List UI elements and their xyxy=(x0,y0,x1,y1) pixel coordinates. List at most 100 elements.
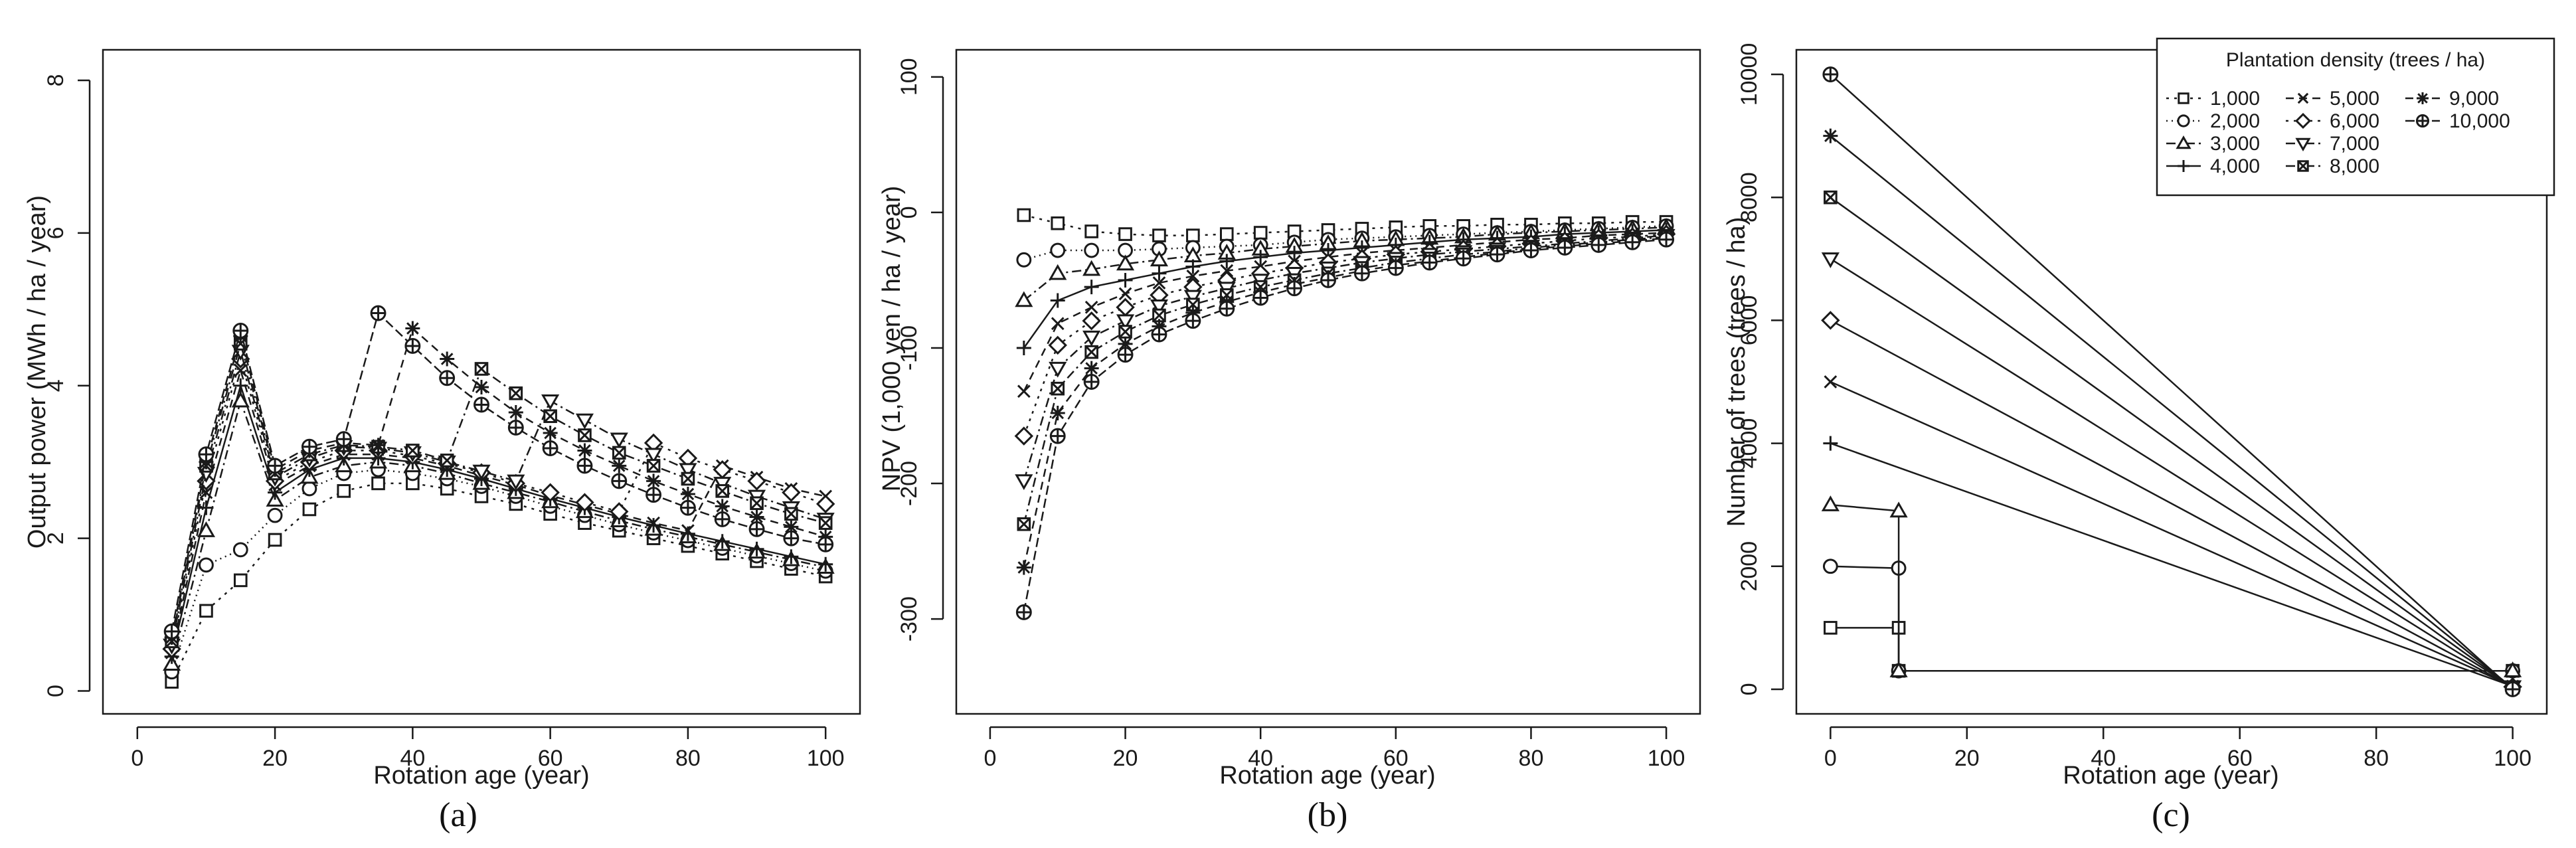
data-point xyxy=(1183,290,1202,306)
y-tick-label: 0 xyxy=(1737,683,1762,696)
data-point xyxy=(473,396,489,413)
data-point xyxy=(714,511,730,527)
data-point xyxy=(1185,305,1201,320)
data-point xyxy=(335,431,352,448)
data-point xyxy=(1152,228,1166,242)
data-point xyxy=(1821,495,1840,511)
x-tick-label: 60 xyxy=(538,746,563,771)
plot-frame xyxy=(102,48,861,715)
data-point xyxy=(509,386,523,400)
data-point xyxy=(1252,290,1269,306)
panel-b: Rotation age (year) NPV (1,000 yen / ha … xyxy=(878,48,1701,834)
x-tick-label: 60 xyxy=(2227,746,2253,771)
data-point xyxy=(1219,254,1235,269)
series-line xyxy=(1830,74,2514,690)
data-point xyxy=(1186,269,1200,283)
data-point xyxy=(1150,299,1169,315)
panel-label: (a) xyxy=(439,796,477,834)
x-tick-label: 20 xyxy=(1113,746,1138,771)
legend: Plantation density (trees / ha) 1,0002,0… xyxy=(2156,37,2555,197)
data-point xyxy=(1152,266,1167,281)
data-point xyxy=(1051,317,1065,331)
data-point xyxy=(507,420,524,436)
legend-entry: 9,000 xyxy=(2405,88,2499,110)
data-point xyxy=(1821,311,1840,330)
legend-label: 2,000 xyxy=(2210,110,2260,132)
x-tick-label: 40 xyxy=(2091,746,2116,771)
data-point xyxy=(1286,280,1303,297)
data-point xyxy=(1219,227,1234,241)
legend-label: 6,000 xyxy=(2330,110,2379,132)
data-point xyxy=(1017,208,1031,222)
data-point xyxy=(750,496,764,511)
data-point xyxy=(1118,287,1132,301)
data-point xyxy=(371,438,386,453)
data-point xyxy=(576,458,593,474)
data-point xyxy=(301,481,317,497)
data-point xyxy=(1824,621,1838,635)
data-point xyxy=(680,526,695,541)
data-point xyxy=(679,463,697,479)
x-tick-label: 40 xyxy=(1248,746,1273,771)
series-10000 xyxy=(1822,66,2521,697)
panel-a: Rotation age (year) Output power (MWh / … xyxy=(23,48,861,834)
data-point xyxy=(645,487,662,503)
data-point xyxy=(197,521,216,537)
data-point xyxy=(1824,190,1838,205)
data-point xyxy=(1050,242,1066,258)
legend-label: 5,000 xyxy=(2330,88,2379,110)
data-point xyxy=(1117,347,1134,363)
data-point xyxy=(1253,226,1268,240)
data-point xyxy=(233,573,248,588)
y-tick-label: -300 xyxy=(897,596,922,641)
data-point xyxy=(784,507,798,521)
data-point xyxy=(198,446,215,463)
data-point xyxy=(163,623,180,639)
data-point xyxy=(1116,254,1135,271)
data-point xyxy=(715,484,730,498)
legend-label: 9,000 xyxy=(2449,88,2499,110)
data-point xyxy=(1084,242,1100,258)
x-tick-label: 0 xyxy=(984,746,996,771)
data-point xyxy=(681,471,695,486)
data-point xyxy=(1116,314,1135,331)
data-point xyxy=(610,502,629,521)
series-3000 xyxy=(1821,495,2522,677)
series-line xyxy=(1830,319,2514,688)
y-tick-label: 6000 xyxy=(1737,296,1762,346)
data-point xyxy=(1049,361,1067,378)
data-point xyxy=(370,305,386,321)
data-point xyxy=(1150,250,1169,267)
series-10000 xyxy=(163,305,834,639)
data-point xyxy=(1050,293,1065,308)
data-point xyxy=(1823,128,1838,143)
data-point xyxy=(268,533,282,547)
data-point xyxy=(508,404,523,420)
data-point xyxy=(575,493,594,512)
legend-entry: 1,000 xyxy=(2166,88,2260,110)
data-point xyxy=(439,370,456,386)
data-point xyxy=(1152,319,1167,334)
data-point xyxy=(1084,361,1099,376)
legend-marker xyxy=(2295,137,2311,152)
y-tick-label: -100 xyxy=(897,325,922,371)
data-point xyxy=(232,542,248,558)
plot-frame xyxy=(955,48,1701,715)
data-point xyxy=(1590,236,1607,253)
x-axis: 0 20 40 60 80 100 xyxy=(131,726,845,771)
y-tick-label: 10000 xyxy=(1737,43,1762,106)
data-point xyxy=(542,440,558,456)
x-tick-label: 20 xyxy=(262,746,288,771)
panel-label: (c) xyxy=(2152,796,2190,834)
data-point xyxy=(1822,558,1838,574)
legend-entry: 4,000 xyxy=(2166,155,2260,177)
data-point xyxy=(647,516,660,530)
legend-label: 1,000 xyxy=(2210,88,2260,110)
data-point xyxy=(1048,335,1067,355)
data-point xyxy=(1017,384,1031,398)
data-point xyxy=(1051,381,1065,396)
y-tick-label: 100 xyxy=(897,58,922,96)
legend-label: 8,000 xyxy=(2330,155,2379,177)
data-point xyxy=(1084,280,1099,295)
